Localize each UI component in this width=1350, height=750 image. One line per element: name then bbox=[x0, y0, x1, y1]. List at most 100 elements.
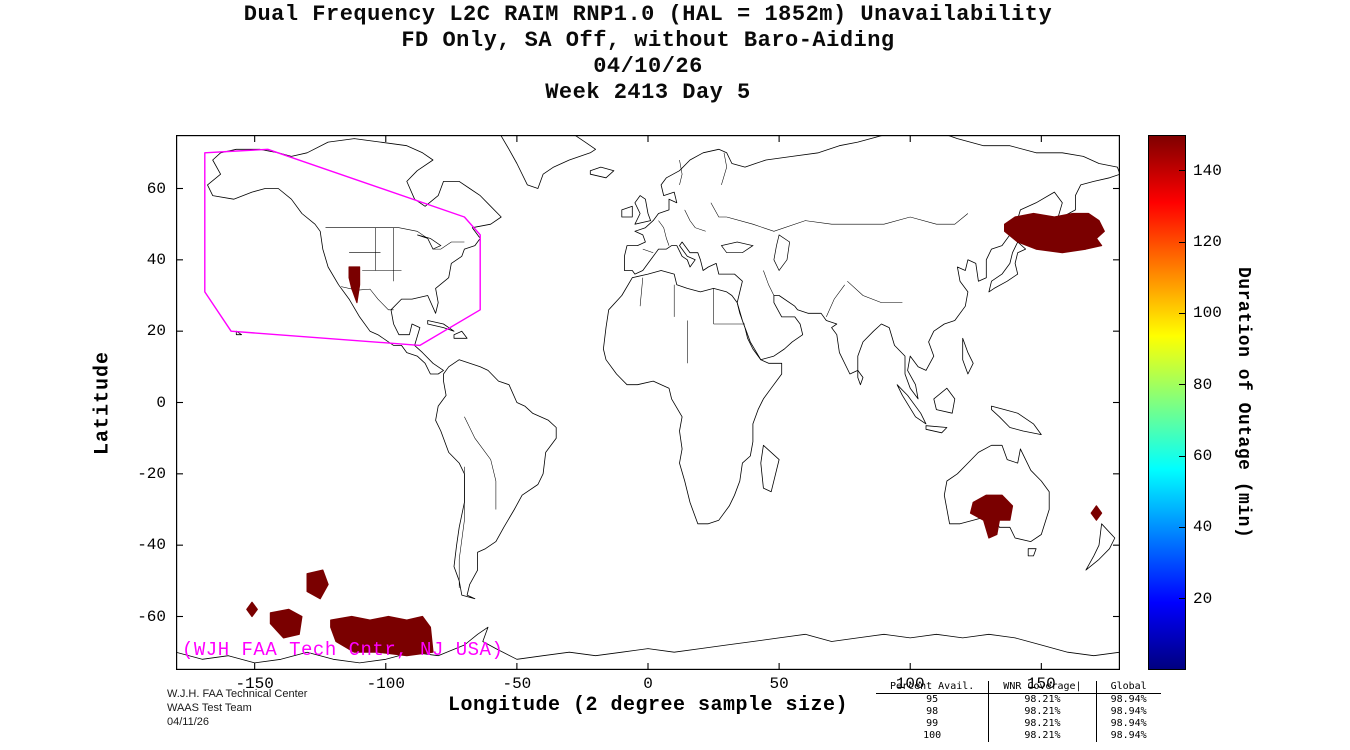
country-border bbox=[464, 416, 497, 510]
stats-row: 100 98.21% 98.94% bbox=[876, 730, 1161, 742]
x-tick-label: 50 bbox=[769, 675, 789, 693]
y-tick-label: 20 bbox=[146, 322, 166, 341]
landmass bbox=[991, 405, 1042, 435]
colorbar bbox=[1148, 135, 1186, 670]
country-border bbox=[325, 227, 465, 250]
waas-service-boundary bbox=[204, 148, 481, 347]
colorbar-tick-mark bbox=[1179, 455, 1186, 457]
credit-line-1: W.J.H. FAA Technical Center bbox=[167, 688, 308, 700]
outage-region-sea-of-japan-okhotsk bbox=[1004, 212, 1105, 254]
colorbar-tick-mark bbox=[1179, 312, 1186, 314]
stats-cell: 98.94% bbox=[1095, 730, 1161, 742]
plot-area bbox=[176, 135, 1120, 670]
x-tick-label: 0 bbox=[643, 675, 653, 693]
y-tick-label: -20 bbox=[137, 464, 166, 483]
colorbar-tick-mark bbox=[1179, 384, 1186, 386]
landmass bbox=[621, 205, 633, 218]
x-tick-label: 100 bbox=[895, 675, 925, 693]
colorbar-tick-label: 80 bbox=[1193, 375, 1213, 394]
country-border bbox=[684, 209, 706, 232]
landmass bbox=[500, 135, 596, 189]
waas-annotation: (WJH FAA Tech Cntr, NJ USA) bbox=[182, 639, 504, 661]
title-line-1: Dual Frequency L2C RAIM RNP1.0 (HAL = 18… bbox=[243, 2, 1053, 27]
landmass bbox=[962, 337, 974, 375]
stats-cell: 98.94% bbox=[1095, 718, 1161, 730]
country-border bbox=[458, 466, 465, 588]
lake bbox=[773, 234, 790, 272]
outage-region-south-pacific-small bbox=[246, 601, 258, 618]
stats-cell: 99 bbox=[926, 718, 939, 729]
stats-header-cell: WNR Coverage| bbox=[988, 681, 1097, 694]
landmass bbox=[453, 330, 468, 339]
stats-header-cell: Percent Avail. bbox=[876, 681, 989, 694]
x-tick-label: -100 bbox=[366, 675, 405, 693]
landmass bbox=[1027, 548, 1037, 557]
country-border bbox=[642, 248, 654, 253]
outage-region-norfolk-island bbox=[1090, 505, 1103, 521]
y-tick-label: -60 bbox=[137, 607, 166, 626]
colorbar-label: Duration of Outage (min) bbox=[1233, 266, 1253, 539]
plot-frame bbox=[176, 135, 1120, 670]
stats-row: 99 98.21% 98.94% bbox=[876, 718, 1161, 730]
landmass bbox=[933, 387, 956, 414]
landmass bbox=[925, 425, 948, 434]
landmass bbox=[634, 195, 651, 225]
stats-cell: 98.21% bbox=[988, 693, 1097, 706]
outage-region-south-australia bbox=[969, 494, 1014, 539]
y-tick-label: 0 bbox=[156, 393, 166, 412]
landmass bbox=[624, 135, 1120, 400]
landmass bbox=[207, 138, 502, 375]
country-border bbox=[726, 213, 969, 232]
x-tick-label: 150 bbox=[1026, 675, 1056, 693]
landmass bbox=[603, 270, 783, 525]
stats-row: 98 98.21% 98.94% bbox=[876, 706, 1161, 718]
world-map bbox=[176, 135, 1120, 670]
stats-cell: 98.94% bbox=[1095, 693, 1161, 706]
country-border bbox=[847, 280, 903, 303]
country-border bbox=[658, 220, 670, 246]
landmass bbox=[235, 330, 242, 336]
colorbar-tick-mark bbox=[1179, 526, 1186, 528]
y-tick-label: 60 bbox=[146, 179, 166, 198]
country-border bbox=[721, 152, 727, 185]
x-tick-label: -150 bbox=[235, 675, 274, 693]
country-border bbox=[763, 270, 775, 296]
landmass bbox=[589, 166, 615, 179]
landmass bbox=[176, 626, 1120, 670]
x-tick-label: -50 bbox=[502, 675, 532, 693]
x-axis-label: Longitude (2 degree sample size) bbox=[447, 694, 849, 717]
stats-cell: 95 bbox=[926, 694, 939, 705]
colorbar-tick-label: 60 bbox=[1193, 447, 1213, 465]
credit-line-3: 04/11/26 bbox=[167, 716, 210, 728]
outage-region-south-pacific-west bbox=[269, 608, 303, 639]
landmass bbox=[896, 384, 927, 425]
landmass bbox=[760, 444, 780, 493]
landmass bbox=[1085, 523, 1116, 571]
stats-cell: 98.21% bbox=[988, 730, 1097, 742]
stats-cell: 100 bbox=[923, 730, 942, 741]
colorbar-tick-mark bbox=[1179, 598, 1186, 600]
stats-table: Percent Avail. WNR Coverage| Global 95 98.21… bbox=[876, 681, 1161, 742]
colorbar-tick-mark bbox=[1179, 170, 1186, 172]
colorbar-tick-label: 120 bbox=[1193, 233, 1222, 251]
colorbar-tick-label: 100 bbox=[1193, 304, 1222, 323]
stats-cell: 98.21% bbox=[988, 706, 1097, 718]
y-tick-label: 40 bbox=[146, 250, 166, 269]
country-border bbox=[639, 277, 644, 307]
title-line-4: Week 2413 Day 5 bbox=[545, 80, 751, 105]
landmass bbox=[435, 359, 557, 600]
y-tick-label: -40 bbox=[137, 536, 166, 555]
credit-block: W.J.H. FAA Technical Center WAAS Test Te… bbox=[167, 687, 307, 729]
stats-header-cell: Global bbox=[1095, 681, 1161, 694]
outage-region-arizona-sonora bbox=[348, 266, 361, 304]
colorbar-tick-label: 40 bbox=[1193, 518, 1213, 537]
country-border bbox=[826, 284, 845, 318]
country-border bbox=[679, 159, 683, 185]
title-line-2: FD Only, SA Off, without Baro-Aiding bbox=[401, 28, 895, 53]
availability-table: Percent Avail. WNR Coverage| Global 95 98.21… bbox=[876, 681, 1161, 742]
stats-row: 95 98.21% 98.94% bbox=[876, 693, 1161, 706]
landmass bbox=[427, 320, 455, 332]
stats-cell: 98 bbox=[926, 706, 939, 717]
credit-line-2: WAAS Test Team bbox=[167, 702, 252, 714]
chart-title-block: Dual Frequency L2C RAIM RNP1.0 (HAL = 18… bbox=[176, 2, 1120, 106]
